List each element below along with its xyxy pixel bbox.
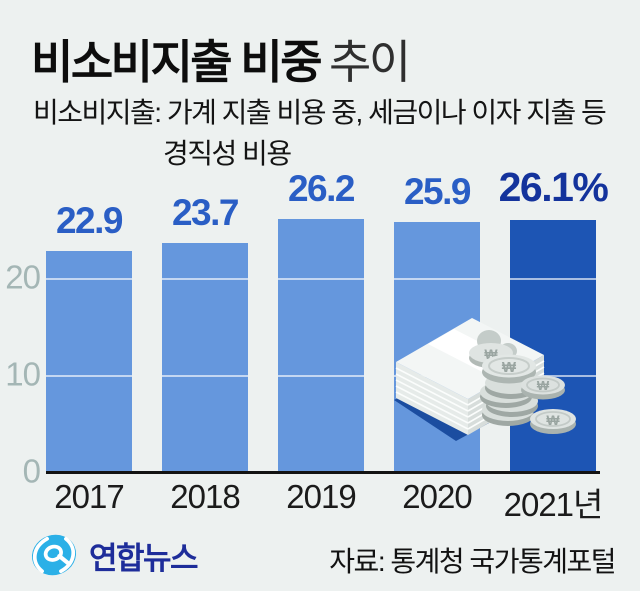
svg-text:₩: ₩: [502, 359, 517, 376]
x-axis-label-2018: 2018: [170, 478, 240, 515]
x-axis-label-2019: 2019: [286, 478, 356, 515]
page-title: 비소비지출 비중 추이: [31, 26, 411, 92]
bar-2019: [278, 218, 364, 473]
gridline-10: [46, 375, 132, 377]
logo-text: 연합뉴스: [89, 540, 199, 576]
gridline-10: [278, 375, 364, 377]
bar-column-2017: 22.9: [46, 200, 132, 473]
gridline-20: [162, 278, 248, 280]
x-axis-label-2020: 2020: [402, 478, 472, 515]
won-coin-icon: ₩: [521, 375, 565, 400]
value-label-2018: 23.7: [171, 192, 240, 234]
value-label-2020: 25.9: [403, 170, 472, 212]
gridline-20: [46, 278, 132, 280]
value-label-2021년: 26.1%: [498, 163, 609, 210]
x-axis-baseline: [46, 471, 600, 474]
subtitle-line1: 비소비지출: 가계 지출 비용 중, 세금이나 이자 지출 등: [33, 97, 607, 128]
gridline-20: [394, 278, 480, 280]
money-illustration-icon: ₩ ₩ ₩: [394, 318, 576, 441]
svg-text:₩: ₩: [537, 378, 550, 393]
y-axis-tick-0: 0: [22, 452, 41, 490]
subtitle-line2: 경직성 비용: [163, 138, 292, 169]
subtitle: 비소비지출: 가계 지출 비용 중, 세금이나 이자 지출 등 경직성 비용: [33, 92, 607, 174]
value-label-2019: 26.2: [287, 167, 356, 209]
bar-2018: [162, 243, 248, 473]
yonhap-logo-icon: [31, 534, 77, 576]
title-main: 비소비지출 비중: [31, 36, 323, 88]
yonhap-logo: 연합뉴스: [28, 529, 199, 581]
bar-column-2018: 23.7: [162, 192, 248, 473]
gridline-10: [162, 375, 248, 377]
y-axis-tick-20: 20: [5, 258, 41, 296]
gridline-20: [510, 278, 596, 280]
gridline-20: [278, 278, 364, 280]
x-axis-label-2017: 2017: [54, 478, 124, 515]
won-coin-icon: ₩: [530, 409, 576, 434]
title-sub: 추이: [329, 36, 411, 88]
svg-text:₩: ₩: [546, 412, 560, 428]
y-axis-tick-10: 10: [5, 355, 41, 393]
gridline-10: [510, 375, 596, 377]
bar-2017: [46, 250, 132, 473]
x-axis-label-2021년: 2021년: [503, 486, 604, 523]
source-credit: 자료: 통계청 국가통계포털: [329, 546, 616, 577]
bar-column-2019: 26.2: [278, 168, 364, 473]
value-label-2017: 22.9: [55, 199, 124, 241]
